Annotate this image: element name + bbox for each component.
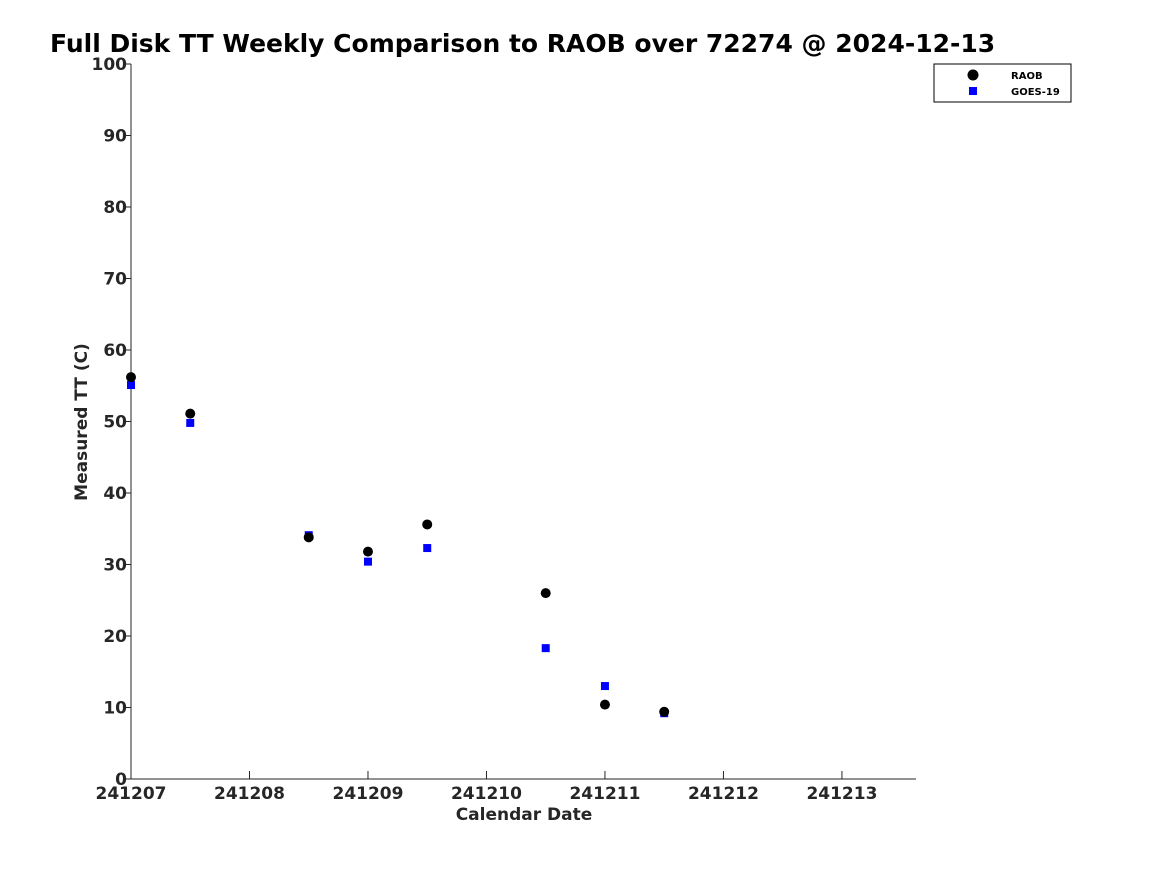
raob-point (362, 546, 373, 557)
goes-19-point (127, 381, 135, 390)
y-tick-label: 70 (103, 270, 127, 290)
y-axis-label: Measured TT (C) (72, 343, 92, 501)
legend: RAOB GOES-19 (933, 63, 1072, 103)
x-tick-label: 241212 (688, 784, 759, 804)
x-tick-label: 241209 (332, 784, 403, 804)
legend-raob-marker (967, 69, 979, 81)
y-tick-label: 10 (103, 699, 127, 719)
y-tick-label: 80 (103, 198, 127, 218)
y-tick-label: 30 (103, 556, 127, 576)
raob-point (599, 699, 610, 710)
axes (130, 64, 916, 780)
y-tick-label: 40 (103, 484, 127, 504)
raob-point (659, 706, 670, 717)
chart-title: Full Disk TT Weekly Comparison to RAOB o… (50, 29, 995, 58)
y-tick-label: 100 (92, 55, 128, 75)
legend-goes-marker (969, 87, 977, 95)
x-tick-label: 241210 (451, 784, 522, 804)
goes-19-point (541, 644, 550, 653)
raob-point (126, 372, 136, 383)
y-tick-label: 60 (103, 341, 127, 361)
raob-point (185, 408, 196, 419)
x-tick-label: 241207 (96, 784, 167, 804)
x-tick-label: 241213 (806, 784, 877, 804)
goes-19-point (600, 682, 609, 691)
goes-19-point (186, 418, 195, 427)
x-tick-label: 241211 (569, 784, 640, 804)
y-tick-label: 20 (103, 627, 127, 647)
x-tick-label: 241208 (214, 784, 285, 804)
raob-point (303, 532, 314, 543)
y-tick-label: 0 (115, 770, 127, 790)
y-tick-label: 90 (103, 127, 127, 147)
legend-box (933, 63, 1072, 103)
goes-19-point (423, 544, 432, 553)
y-tick-label: 50 (103, 413, 127, 433)
x-ticks: 241207 241208 241209 241210 241211 241212 2412… (96, 771, 877, 804)
legend-goes-label: GOES-19 (1011, 87, 1060, 98)
raob-point (422, 519, 433, 530)
data-points (126, 372, 670, 718)
x-axis-label: Calendar Date (456, 805, 593, 825)
y-ticks: 0 10 20 30 40 50 60 70 80 90 100 (92, 55, 131, 790)
legend-raob-label: RAOB (1011, 71, 1043, 82)
raob-point (540, 588, 551, 599)
goes-19-point (363, 557, 372, 566)
